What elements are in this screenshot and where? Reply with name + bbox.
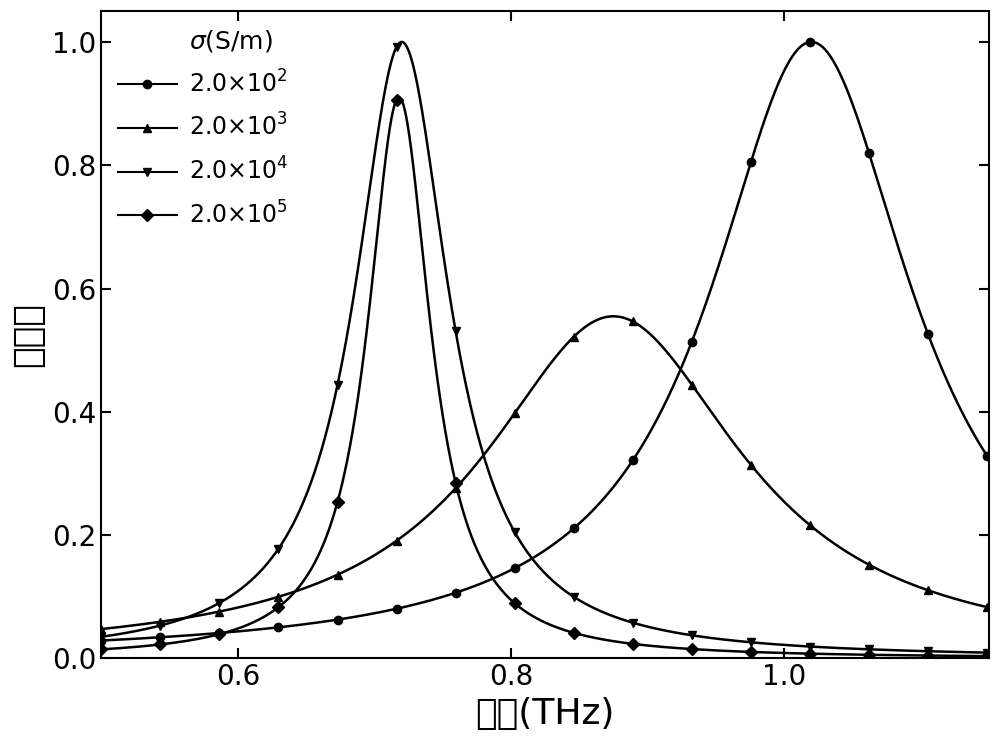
2.0×10$^2$ <box>958 411 970 420</box>
2.0×10$^4$ <box>795 642 807 651</box>
2.0×10$^4$ <box>141 624 153 633</box>
2.0×10$^3$ <box>607 312 619 321</box>
2.0×10$^2$ <box>983 454 995 463</box>
2.0×10$^2$ <box>95 636 107 645</box>
2.0×10$^3$ <box>503 416 515 425</box>
2.0×10$^3$ <box>983 603 995 612</box>
Line: 2.0×10$^3$: 2.0×10$^3$ <box>97 312 993 633</box>
2.0×10$^5$ <box>141 641 153 650</box>
Line: 2.0×10$^2$: 2.0×10$^2$ <box>97 38 993 645</box>
2.0×10$^5$ <box>504 594 516 603</box>
2.0×10$^5$ <box>958 651 970 660</box>
2.0×10$^2$ <box>503 566 515 575</box>
2.0×10$^4$ <box>983 649 995 657</box>
Y-axis label: 吸收率: 吸收率 <box>11 302 45 367</box>
2.0×10$^5$ <box>957 651 969 660</box>
2.0×10$^5$ <box>527 612 539 621</box>
2.0×10$^4$ <box>527 556 539 565</box>
2.0×10$^4$ <box>958 648 970 657</box>
2.0×10$^2$ <box>957 410 969 418</box>
Legend: $\sigma$(S/m), 2.0×10$^2$, 2.0×10$^3$, 2.0×10$^4$, 2.0×10$^5$: $\sigma$(S/m), 2.0×10$^2$, 2.0×10$^3$, 2… <box>108 19 297 238</box>
2.0×10$^4$ <box>504 519 516 528</box>
Line: 2.0×10$^4$: 2.0×10$^4$ <box>97 38 993 657</box>
2.0×10$^2$ <box>527 554 539 562</box>
2.0×10$^3$ <box>958 597 970 605</box>
2.0×10$^3$ <box>141 620 153 628</box>
2.0×10$^5$ <box>393 93 405 102</box>
2.0×10$^2$ <box>805 38 817 47</box>
2.0×10$^4$ <box>396 38 408 47</box>
2.0×10$^5$ <box>95 645 107 654</box>
2.0×10$^4$ <box>95 632 107 641</box>
2.0×10$^2$ <box>794 42 806 51</box>
2.0×10$^3$ <box>795 513 807 522</box>
2.0×10$^3$ <box>957 597 969 605</box>
X-axis label: 频率(THz): 频率(THz) <box>475 697 615 731</box>
2.0×10$^2$ <box>141 634 153 643</box>
2.0×10$^5$ <box>795 649 807 658</box>
2.0×10$^5$ <box>983 651 995 660</box>
2.0×10$^4$ <box>957 648 969 657</box>
2.0×10$^3$ <box>527 383 539 392</box>
2.0×10$^3$ <box>95 625 107 634</box>
Line: 2.0×10$^5$: 2.0×10$^5$ <box>97 93 993 660</box>
